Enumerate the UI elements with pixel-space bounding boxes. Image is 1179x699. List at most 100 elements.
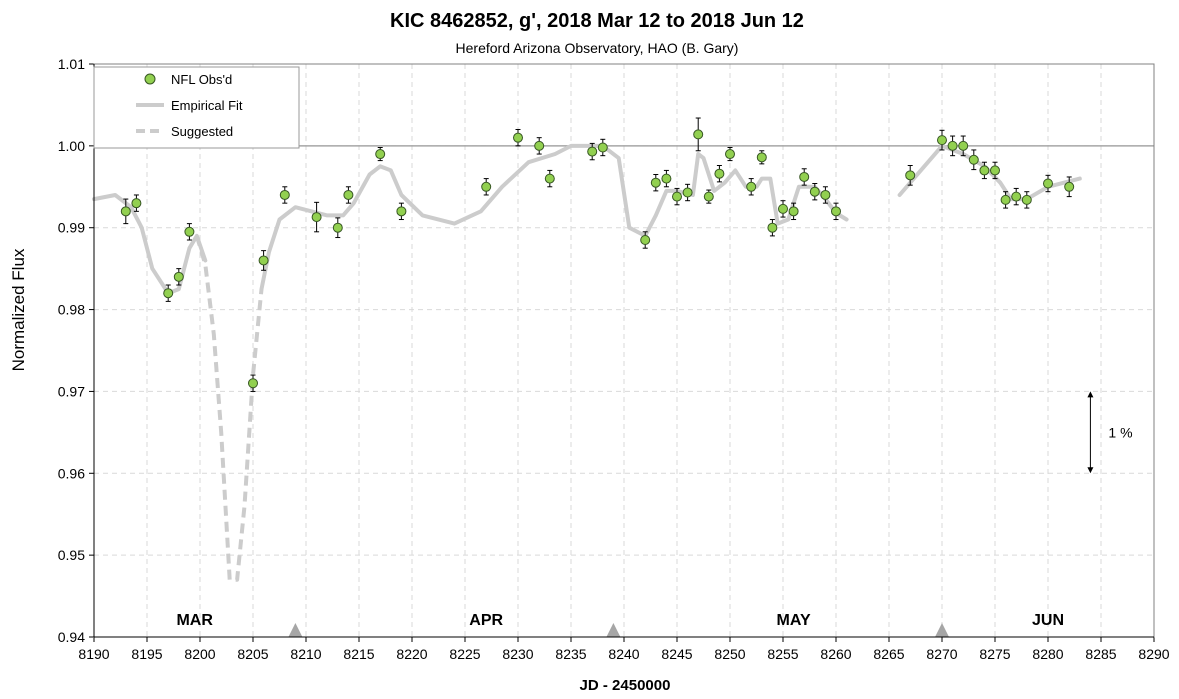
observed-point [990,165,1000,176]
observed-point [693,129,704,140]
legend-suggested-label: Suggested [171,124,233,139]
observed-point [184,226,195,237]
legend-fit-label: Empirical Fit [171,98,243,113]
observed-point [597,142,608,153]
observed-point [767,222,778,233]
observed-point [375,149,386,160]
x-tick-label: 8240 [608,646,639,662]
observed-point [248,378,258,389]
observed-point [544,173,555,184]
month-markers: MAR APR MAY JUN [176,612,1064,637]
suggested-line [194,235,264,582]
observed-point [831,206,841,217]
observed-point [131,198,142,209]
observed-point [778,203,788,214]
month-boundary-triangle [935,623,949,637]
observed-point [279,189,290,200]
observed-point [809,186,820,197]
legend-observed-marker [144,73,156,85]
observed-point [258,255,269,266]
series-lines [92,143,1082,582]
x-tick-label: 8195 [131,646,162,662]
observed-points [120,117,1075,392]
observed-point [513,132,523,143]
x-tick-label: 8200 [184,646,215,662]
month-boundary-triangle [606,623,621,637]
x-tick-label: 8260 [820,646,851,662]
month-boundary-triangle [288,623,303,637]
x-tick-label: 8255 [767,646,798,662]
observed-point [481,181,492,192]
y-tick-label: 0.97 [58,383,85,399]
x-tick-label: 8290 [1138,646,1169,662]
axes: 8190 8195 8200 8205 8210 8215 8220 8225 8230 8235… [58,56,1170,662]
y-tick-label: 1.00 [58,138,85,154]
month-label: APR [469,612,503,629]
empirical-fit-line [897,143,1082,202]
month-label: MAY [777,612,811,629]
y-tick-label: 0.94 [58,629,85,645]
observed-point [343,189,354,200]
x-tick-label: 8190 [78,646,109,662]
y-tick-label: 0.95 [58,547,85,563]
observed-point [979,165,990,176]
x-tick-label: 8280 [1032,646,1063,662]
observed-point [682,187,693,198]
scale-annotation-label: 1 % [1108,424,1132,440]
observed-point [1021,194,1032,205]
observed-point [1011,191,1022,202]
observed-point [968,154,979,165]
empirical-fit-line [259,143,849,292]
grid [94,64,1154,637]
observed-point [799,171,810,182]
observed-point [396,206,407,217]
month-label: MAR [176,612,213,629]
observed-point [311,212,322,223]
observed-point [756,152,767,163]
x-tick-label: 8210 [290,646,321,662]
observed-point [905,170,916,181]
x-tick-label: 8220 [396,646,427,662]
observed-point [703,191,714,202]
x-tick-label: 8275 [979,646,1010,662]
scale-annotation: 1 % [1087,391,1133,474]
observed-point [587,146,598,157]
legend-observed-label: NFL Obs'd [171,72,232,87]
observed-point [163,288,174,299]
x-tick-label: 8205 [237,646,268,662]
x-tick-label: 8285 [1085,646,1116,662]
x-tick-label: 8215 [343,646,374,662]
y-tick-label: 0.99 [58,220,85,236]
x-tick-label: 8250 [714,646,745,662]
legend: NFL Obs'd Empirical Fit Suggested [93,66,300,149]
y-tick-label: 0.98 [58,302,85,318]
observed-point [958,140,969,151]
observed-point [650,177,661,188]
observed-point [661,173,672,184]
observed-point [1043,178,1053,189]
month-label: JUN [1032,612,1064,629]
observed-point [725,149,735,160]
scale-arrow-head-up [1087,391,1094,398]
observed-point [788,206,799,217]
y-tick-label: 0.96 [58,465,85,481]
observed-point [937,135,947,146]
x-tick-label: 8235 [555,646,586,662]
observed-point [640,234,651,245]
observed-point [947,140,958,151]
chart-subtitle: Hereford Arizona Observatory, HAO (B. Ga… [456,40,739,56]
scale-arrow-head-down [1087,467,1094,474]
x-tick-label: 8270 [926,646,957,662]
observed-point [1000,194,1011,205]
chart-title: KIC 8462852, g', 2018 Mar 12 to 2018 Jun… [390,10,804,32]
observed-point [534,140,545,151]
x-tick-label: 8225 [449,646,480,662]
observed-point [746,181,757,192]
empirical-fit-line [92,193,208,296]
observed-point [120,206,131,217]
observed-point [672,191,682,202]
x-tick-label: 8230 [502,646,533,662]
legend-box [93,66,300,149]
y-axis-label: Normalized Flux [9,248,28,371]
